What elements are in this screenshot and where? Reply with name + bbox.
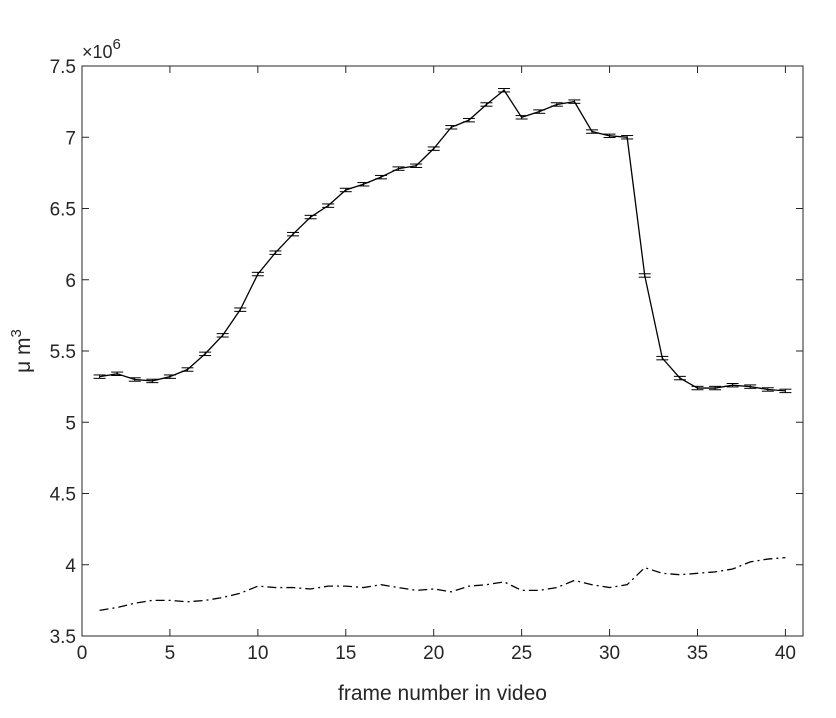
y-multiplier-base: ×10 [82, 42, 113, 62]
error-bar [304, 214, 317, 220]
x-tick-label: 15 [335, 643, 356, 664]
series-layer [93, 88, 792, 611]
y-tick-label: 5 [65, 413, 76, 434]
error-bar [128, 377, 141, 382]
error-bar [533, 109, 546, 114]
error-bar [480, 102, 493, 107]
error-bar [656, 355, 669, 361]
y-tick-label: 4 [65, 556, 76, 577]
y-tick-label: 3.5 [50, 627, 76, 648]
error-bar [410, 163, 423, 168]
tick-layer: 0 5 10 15 20 25 30 35 40 3.5 4 4.5 5 5.5 6 6.5 7 7.5 [50, 57, 803, 664]
y-axis-label-base: μ m [12, 337, 35, 372]
error-bar [199, 351, 212, 357]
y-tick-label: 7 [65, 128, 76, 149]
error-bar [146, 378, 159, 384]
error-bar [638, 273, 651, 278]
error-bar [111, 371, 124, 377]
error-bar [216, 333, 229, 338]
error-bar [673, 375, 686, 381]
y-axis-label-sup: 3 [8, 329, 25, 337]
x-axis-label: frame number in video [338, 682, 547, 705]
error-bar [287, 231, 300, 237]
error-bar [744, 384, 757, 389]
error-bar [181, 367, 194, 372]
error-bar [568, 99, 581, 104]
error-bar [691, 385, 704, 391]
series-line-1 [99, 89, 786, 392]
y-tick-label: 7.5 [50, 57, 76, 78]
error-bar [93, 374, 106, 379]
error-bar [726, 382, 739, 388]
plot-area [82, 66, 803, 636]
error-bar [603, 133, 616, 139]
error-bar [550, 102, 563, 107]
error-bar [269, 250, 282, 255]
x-tick-label: 0 [77, 643, 88, 664]
y-multiplier-label: ×106 [82, 36, 121, 62]
error-bar [339, 187, 352, 193]
error-bar [585, 129, 598, 134]
error-bar [462, 117, 475, 123]
error-bar [427, 146, 440, 151]
x-tick-label: 5 [165, 643, 176, 664]
x-tick-label: 40 [775, 643, 796, 664]
y-tick-label: 4.5 [50, 485, 76, 506]
error-bar [515, 115, 528, 120]
x-tick-label: 30 [599, 643, 620, 664]
error-bar [709, 385, 722, 391]
x-tick-label: 20 [423, 643, 444, 664]
series-line-2 [99, 556, 786, 611]
x-tick-label: 10 [247, 643, 268, 664]
error-bar [761, 387, 774, 392]
y-tick-label: 6 [65, 271, 76, 292]
error-bar [234, 307, 247, 312]
y-tick-label: 5.5 [50, 342, 76, 363]
error-bar [445, 125, 458, 130]
x-tick-label: 35 [687, 643, 708, 664]
error-bar [322, 203, 335, 208]
error-bar [621, 135, 634, 140]
error-bar [779, 388, 792, 394]
x-tick-label: 25 [511, 643, 532, 664]
y-tick-label: 6.5 [50, 200, 76, 221]
error-bar [357, 182, 370, 187]
error-bar [498, 88, 511, 93]
error-bar [163, 374, 176, 379]
y-axis-label: μ m3 [8, 329, 35, 373]
y-multiplier-exp: 6 [113, 36, 121, 53]
error-bar [392, 166, 405, 171]
error-bar [374, 174, 387, 180]
error-bar [251, 271, 264, 277]
